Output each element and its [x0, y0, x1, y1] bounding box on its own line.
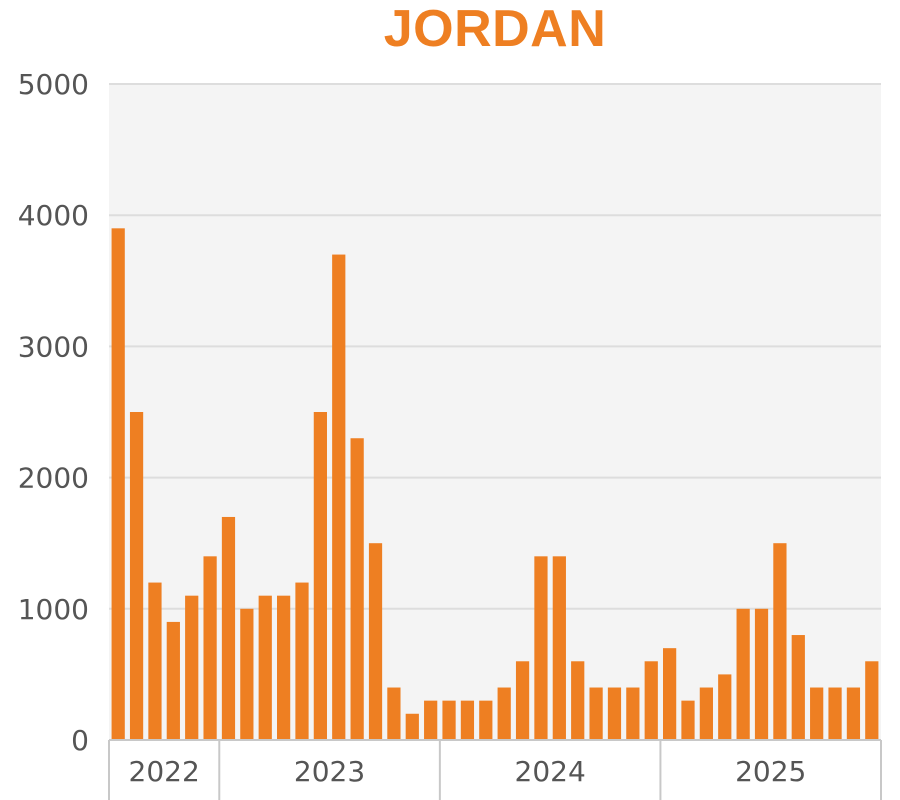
x-axis: 2022 2023 2024 2025	[108, 739, 882, 800]
bar	[111, 228, 125, 740]
bar	[277, 595, 291, 740]
bar	[534, 556, 548, 740]
bar	[368, 543, 383, 740]
bar	[129, 412, 144, 740]
x-year-label: 2023	[294, 755, 365, 788]
bar	[828, 687, 842, 740]
plot-background	[109, 84, 881, 740]
bar	[332, 254, 346, 740]
bar	[589, 687, 603, 740]
bar	[571, 661, 585, 740]
bar	[497, 687, 511, 740]
bar	[442, 700, 456, 740]
bar	[865, 661, 879, 740]
bar	[185, 595, 199, 740]
bar	[736, 608, 750, 740]
bar	[552, 556, 566, 740]
bar	[626, 687, 640, 740]
chart-title: JORDAN	[383, 0, 607, 58]
bar	[240, 608, 254, 740]
bar	[791, 635, 805, 740]
bar	[203, 556, 217, 740]
bar	[644, 661, 658, 740]
bar	[479, 700, 493, 740]
bar	[663, 648, 677, 740]
bars	[111, 228, 879, 740]
bar	[810, 687, 824, 740]
y-tick-label: 0	[71, 724, 89, 757]
bar	[424, 700, 438, 740]
bar	[350, 438, 364, 740]
bar	[460, 700, 475, 740]
bar	[515, 661, 530, 740]
bar	[295, 582, 309, 740]
x-year-label: 2024	[515, 755, 586, 788]
y-tick-label: 3000	[18, 330, 89, 363]
y-tick-label: 4000	[18, 199, 89, 232]
bar	[166, 621, 180, 740]
bar	[754, 608, 769, 740]
x-year-label: 2022	[129, 755, 200, 788]
bar	[718, 674, 732, 740]
bar	[607, 687, 622, 740]
bar	[773, 543, 787, 740]
bar	[387, 687, 401, 740]
bar	[846, 687, 861, 740]
gridlines	[109, 83, 881, 610]
bar	[258, 595, 272, 740]
y-tick-label: 1000	[18, 593, 89, 626]
y-tick-labels: 0 1000 2000 3000 4000 5000	[18, 68, 89, 757]
bar	[405, 713, 419, 740]
bar	[699, 687, 713, 740]
bar	[148, 582, 162, 740]
y-tick-label: 5000	[18, 68, 89, 101]
x-year-label: 2025	[735, 755, 806, 788]
bar	[221, 516, 236, 740]
bar	[681, 700, 695, 740]
bar	[313, 412, 327, 740]
y-tick-label: 2000	[18, 462, 89, 495]
